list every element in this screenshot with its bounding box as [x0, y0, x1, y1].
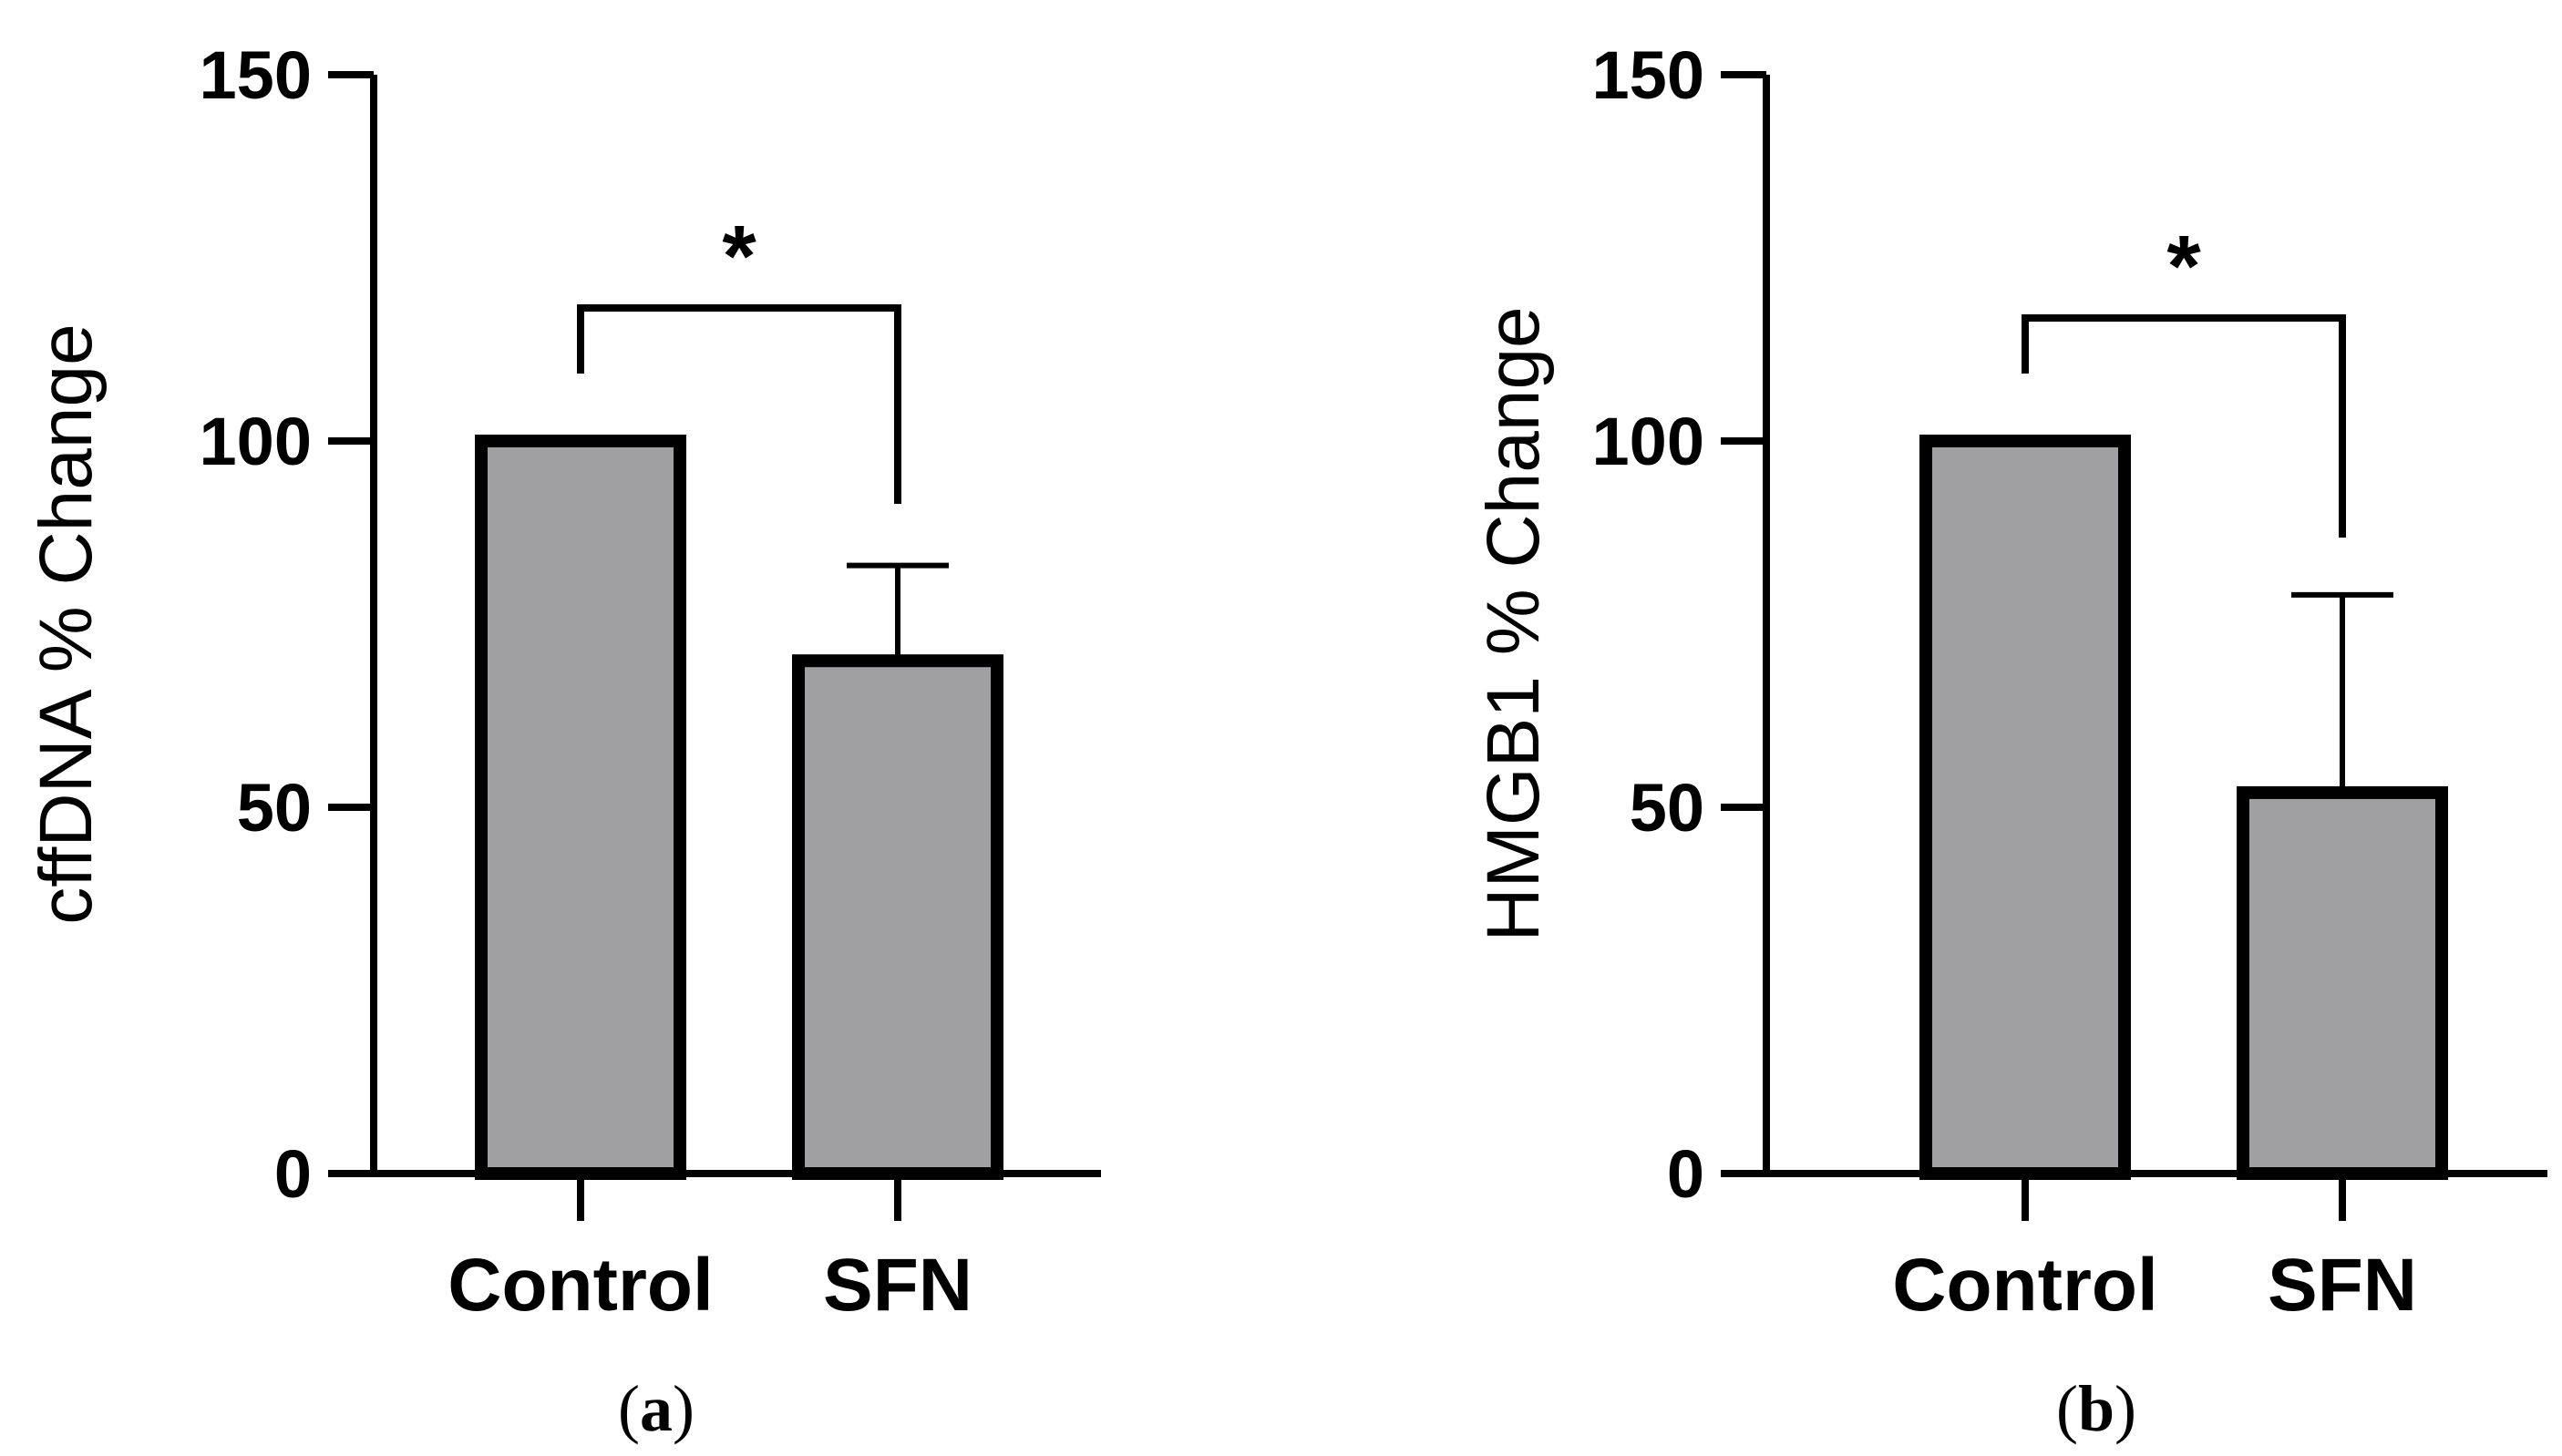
- significance-bracket: [577, 304, 901, 504]
- y-tick-label: 150: [200, 37, 312, 113]
- y-axis-title: cffDNA % Change: [25, 323, 108, 924]
- y-tick-label: 0: [274, 1136, 312, 1212]
- chart-panel-b: 0 50 100 150 Control SFN HMGB1 % Change * (b): [1472, 37, 2547, 1445]
- y-tick-label: 50: [1630, 770, 1704, 846]
- significance-star: *: [2166, 218, 2201, 315]
- x-tick-label-sfn: SFN: [823, 1244, 972, 1327]
- panel-label: (b): [2056, 1372, 2136, 1445]
- significance-star: *: [722, 208, 756, 305]
- bar-control: [1919, 435, 2131, 1180]
- y-tick-label: 50: [237, 770, 312, 846]
- bar-sfn: [2237, 785, 2448, 1180]
- y-tick-label: 0: [1667, 1136, 1704, 1212]
- bar-control: [475, 435, 686, 1180]
- bar-sfn: [792, 654, 1003, 1180]
- panel-label: (a): [618, 1372, 695, 1445]
- x-tick-label-control: Control: [1892, 1244, 2157, 1327]
- significance-bracket: [2022, 314, 2346, 538]
- x-tick-label-control: Control: [448, 1244, 713, 1327]
- x-tick-label-sfn: SFN: [2268, 1244, 2417, 1327]
- y-tick-label: 150: [1592, 37, 1704, 113]
- y-tick-label: 100: [1592, 404, 1704, 479]
- y-tick-label: 100: [200, 404, 312, 479]
- y-axis-title: HMGB1 % Change: [1472, 306, 1555, 941]
- chart-panel-a: 0 50 100 150 Control SFN cffDNA % Change * (a): [25, 37, 1101, 1445]
